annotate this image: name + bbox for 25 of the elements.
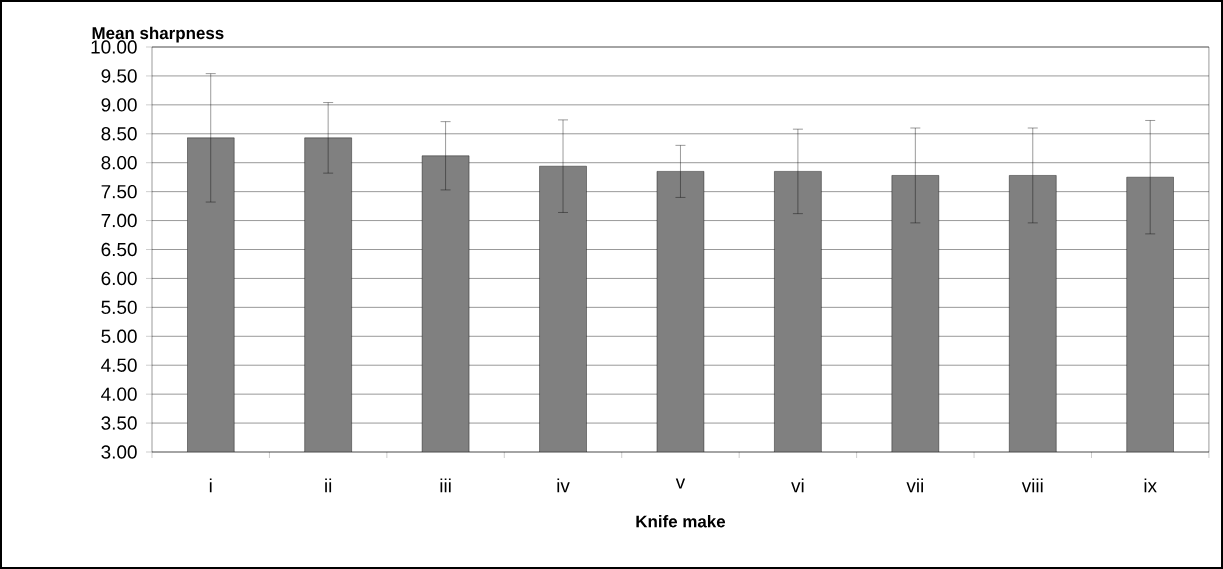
y-tick-label: 10.00 [91,40,137,54]
y-tick-label: 7.00 [101,213,137,228]
x-tick-label: v [675,478,686,489]
y-tick-label: 8.00 [101,156,137,170]
y-tick-label: 5.00 [101,329,137,343]
y-tick-label: 4.50 [101,358,137,372]
x-tick-label: i [209,478,212,493]
x-tick-label: iii [440,478,451,493]
y-tick-label: 4.00 [101,387,137,401]
y-tick-label: 3.00 [101,445,137,459]
y-tick-label: 9.50 [101,69,137,83]
y-tick-label: 6.00 [101,271,137,286]
y-tick-label: 7.50 [101,184,137,199]
y-tick-label: 3.50 [101,416,137,430]
x-tick-label: viii [1021,478,1043,493]
y-tick-label: 8.50 [101,127,137,141]
x-axis-title: Knife make [636,515,726,528]
y-tick-label: 6.50 [101,242,137,257]
y-tick-label: 5.50 [101,300,137,315]
x-tick-label: iv [557,478,570,493]
x-tick-label: ii [325,478,332,493]
y-tick-label: 9.00 [101,98,137,112]
x-tick-label: ix [1144,478,1157,493]
x-tick-label: vi [791,478,804,493]
x-tick-label: vii [906,478,923,493]
